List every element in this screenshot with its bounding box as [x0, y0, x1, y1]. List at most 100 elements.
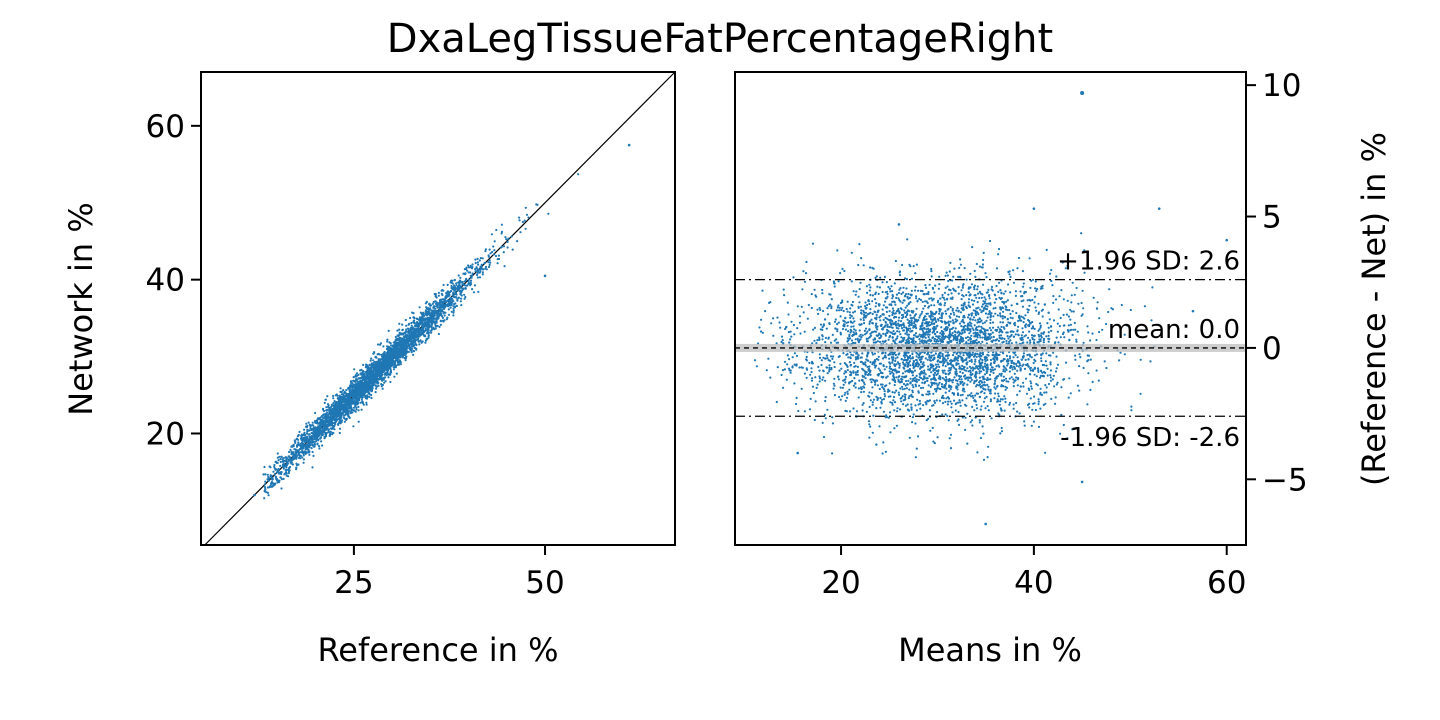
- left-scatter-point: [354, 410, 357, 413]
- left-scatter-point: [359, 390, 362, 393]
- right-scatter-point: [853, 377, 856, 380]
- left-scatter-point: [577, 173, 580, 176]
- right-scatter-point: [896, 330, 899, 333]
- left-scatter-point: [410, 340, 413, 343]
- left-scatter-point: [476, 273, 479, 277]
- left-scatter-point: [405, 324, 408, 327]
- left-scatter-point: [422, 333, 425, 336]
- left-scatter-point: [319, 428, 322, 431]
- left-scatter-point: [469, 274, 472, 277]
- left-scatter-point: [298, 454, 301, 457]
- left-scatter-point: [468, 282, 471, 285]
- left-scatter-point: [443, 307, 446, 310]
- right-scatter-point: [864, 301, 867, 304]
- right-scatter-point: [933, 304, 936, 307]
- left-scatter-point: [449, 306, 452, 309]
- right-scatter-point: [933, 291, 936, 294]
- left-scatter-point: [326, 408, 329, 411]
- right-scatter-point: [932, 354, 936, 357]
- left-scatter-point: [444, 311, 447, 314]
- left-scatter-point: [413, 333, 416, 336]
- left-scatter-point: [276, 456, 279, 459]
- left-scatter-point: [374, 355, 377, 358]
- left-scatter-point: [371, 386, 374, 389]
- left-scatter-point: [410, 347, 413, 351]
- right-scatter-point: [861, 352, 864, 355]
- right-scatter-point: [895, 389, 898, 392]
- left-scatter-point: [460, 304, 463, 307]
- left-scatter-point: [334, 403, 337, 406]
- left-scatter-point: [374, 384, 377, 387]
- left-scatter-point: [338, 431, 341, 435]
- right-scatter-point: [928, 375, 931, 378]
- left-scatter-point: [381, 363, 384, 366]
- left-scatter-point: [358, 382, 362, 385]
- right-scatter-point: [838, 309, 841, 312]
- left-scatter-point: [406, 339, 409, 342]
- right-scatter-point: [1054, 402, 1057, 405]
- left-scatter-point: [278, 479, 281, 482]
- left-scatter-point: [342, 410, 345, 413]
- right-scatter-point: [1024, 314, 1027, 317]
- right-scatter-point: [863, 386, 866, 389]
- left-scatter-point: [334, 408, 337, 411]
- left-scatter-point: [392, 341, 395, 344]
- left-scatter-point: [323, 401, 326, 404]
- left-scatter-point: [394, 335, 397, 339]
- right-scatter-point: [991, 331, 994, 334]
- right-scatter-point: [962, 354, 965, 357]
- left-scatter-point: [431, 302, 434, 305]
- right-scatter-point: [998, 403, 1001, 406]
- left-scatter-point: [441, 298, 444, 301]
- left-scatter-point: [436, 305, 439, 308]
- left-scatter-point: [469, 279, 473, 282]
- right-scatter-point: [915, 447, 918, 450]
- left-scatter-point: [365, 401, 368, 404]
- left-scatter-point: [430, 327, 434, 331]
- left-scatter-point: [304, 440, 307, 443]
- right-scatter-point: [793, 333, 796, 336]
- left-scatter-point: [413, 338, 416, 341]
- left-scatter-point: [297, 456, 301, 459]
- right-scatter-point: [908, 263, 911, 266]
- left-scatter-point: [374, 377, 377, 380]
- right-scatter-point: [822, 309, 825, 313]
- left-scatter-point: [427, 328, 430, 331]
- right-scatter-point: [869, 286, 872, 289]
- right-scatter-point: [1067, 315, 1070, 318]
- left-scatter-point: [326, 395, 329, 398]
- right-scatter-point: [961, 380, 964, 384]
- left-scatter-point: [366, 367, 369, 370]
- left-scatter-point: [339, 387, 342, 390]
- right-scatter-point: [975, 296, 978, 299]
- left-scatter-point: [495, 228, 498, 232]
- right-scatter-point: [922, 307, 925, 310]
- left-scatter-point: [402, 335, 406, 338]
- right-scatter-point: [959, 370, 962, 373]
- right-scatter-point: [890, 285, 893, 288]
- right-scatter-point: [848, 335, 851, 338]
- left-x-axis-label: Reference in %: [317, 631, 558, 669]
- left-scatter-point: [453, 296, 456, 299]
- left-scatter-point: [428, 302, 431, 305]
- left-scatter-point: [412, 320, 415, 323]
- right-scatter-point: [960, 289, 963, 292]
- left-scatter-point: [328, 434, 331, 437]
- right-scatter-point: [987, 302, 990, 305]
- left-scatter-point: [422, 312, 425, 315]
- right-scatter-point: [857, 295, 860, 298]
- right-scatter-point: [849, 328, 852, 331]
- left-scatter-point: [369, 370, 372, 373]
- left-scatter-point: [349, 405, 352, 408]
- left-scatter-point: [287, 472, 290, 475]
- left-scatter-point: [319, 416, 322, 419]
- left-scatter-point: [348, 390, 351, 393]
- left-scatter-point: [418, 334, 421, 337]
- right-scatter-point: [934, 352, 938, 355]
- right-scatter-point: [1076, 330, 1079, 333]
- left-scatter-point: [481, 268, 484, 271]
- left-scatter-point: [436, 324, 439, 327]
- left-scatter-point: [469, 264, 472, 267]
- right-scatter-point: [917, 435, 920, 438]
- right-scatter-point: [930, 383, 934, 387]
